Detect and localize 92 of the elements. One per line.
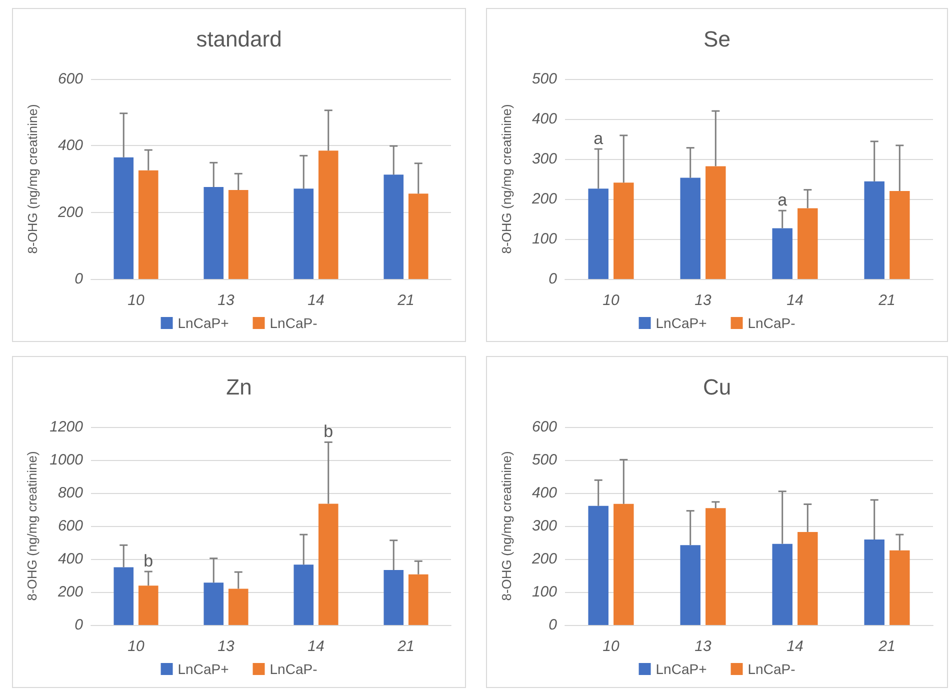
bar: [614, 504, 634, 625]
bar: [318, 150, 338, 279]
legend-label: LnCaP-: [270, 315, 318, 331]
x-tick-label: 13: [694, 292, 712, 309]
bar: [864, 181, 884, 279]
bar: [772, 544, 792, 625]
legend-label: LnCaP+: [656, 661, 707, 677]
y-tick-label: 400: [58, 550, 84, 568]
bar: [680, 178, 700, 279]
bar: [890, 550, 910, 625]
x-tick-label: 21: [878, 638, 896, 655]
annotation: b: [144, 552, 154, 571]
bar: [114, 567, 134, 625]
bar: [588, 188, 608, 279]
bar: [204, 582, 224, 625]
bar: [138, 170, 158, 279]
x-tick-label: 13: [218, 638, 235, 655]
y-tick-label: 200: [56, 204, 84, 221]
bar: [772, 228, 792, 279]
bar: [138, 586, 158, 625]
y-tick-label: 400: [532, 484, 558, 502]
bar: [706, 166, 726, 279]
y-axis-title: 8-OHG (ng/mg creatinine): [24, 451, 40, 601]
bar: [614, 182, 634, 279]
x-tick-label: 14: [308, 638, 324, 655]
legend-label: LnCaP+: [178, 315, 229, 331]
y-axis-title: 8-OHG (ng/mg creatinine): [499, 104, 514, 254]
x-tick-label: 21: [396, 638, 414, 655]
chart-title: Cu: [702, 374, 732, 400]
bar: [408, 574, 428, 625]
y-tick-label: 1000: [50, 452, 84, 468]
bar: [228, 190, 248, 279]
bar: [798, 532, 818, 625]
bar: [890, 191, 910, 279]
bar: [384, 174, 404, 279]
x-tick-label: 21: [396, 292, 414, 309]
x-tick-label: 14: [308, 292, 324, 309]
bar: [228, 588, 248, 625]
y-tick-label: 1200: [50, 418, 84, 436]
x-tick-label: 14: [786, 292, 804, 309]
x-tick-label: 10: [128, 638, 145, 655]
y-tick-label: 300: [532, 518, 558, 534]
y-tick-label: 400: [58, 137, 84, 154]
y-axis-title: 8-OHG (ng/mg creatinine): [25, 104, 40, 254]
y-tick-label: 500: [532, 70, 558, 88]
bar: [318, 504, 338, 625]
y-tick-label: 300: [532, 150, 558, 168]
legend-label: LnCaP-: [748, 661, 796, 677]
bar: [864, 540, 884, 625]
y-tick-label: 200: [530, 550, 558, 568]
y-tick-label: 600: [58, 70, 84, 88]
legend-label: LnCaP-: [270, 661, 318, 677]
y-axis-title: 8-OHG (ng/mg creatinine): [499, 451, 514, 601]
bar: [204, 187, 224, 279]
chart-title: Zn: [226, 374, 252, 400]
y-tick-label: 200: [530, 190, 558, 208]
x-tick-label: 10: [602, 292, 620, 309]
y-tick-label: 600: [58, 518, 84, 534]
y-tick-label: 200: [56, 584, 84, 600]
legend-label: LnCaP+: [178, 661, 229, 677]
bar: [680, 545, 700, 625]
x-tick-label: 21: [878, 292, 896, 309]
bar: [384, 570, 404, 625]
annotation: a: [594, 129, 604, 148]
y-tick-label: 0: [74, 616, 84, 634]
bar: [706, 508, 726, 625]
annotation: a: [778, 190, 788, 210]
y-tick-label: 100: [532, 230, 558, 248]
y-tick-label: 0: [74, 270, 84, 288]
bar: [114, 157, 134, 279]
legend-label: LnCaP+: [656, 315, 707, 331]
bar: [408, 194, 428, 279]
y-tick-label: 400: [532, 110, 558, 128]
legend-label: LnCaP-: [748, 315, 796, 331]
y-tick-label: 0: [548, 616, 558, 634]
y-tick-label: 600: [532, 418, 558, 436]
bar: [294, 188, 314, 279]
x-tick-label: 10: [128, 292, 145, 309]
y-tick-label: 800: [58, 484, 84, 502]
x-tick-label: 14: [786, 638, 804, 655]
bar: [798, 208, 818, 279]
bar: [294, 564, 314, 625]
x-tick-label: 13: [218, 292, 235, 309]
x-tick-label: 13: [694, 638, 712, 655]
chart-title: Se: [704, 26, 730, 52]
annotation: b: [324, 422, 334, 442]
bar: [588, 506, 608, 625]
y-tick-label: 100: [532, 584, 558, 600]
y-tick-label: 500: [532, 452, 558, 468]
y-tick-label: 0: [548, 270, 558, 288]
chart-title: standard: [196, 26, 282, 52]
x-tick-label: 10: [602, 638, 620, 655]
